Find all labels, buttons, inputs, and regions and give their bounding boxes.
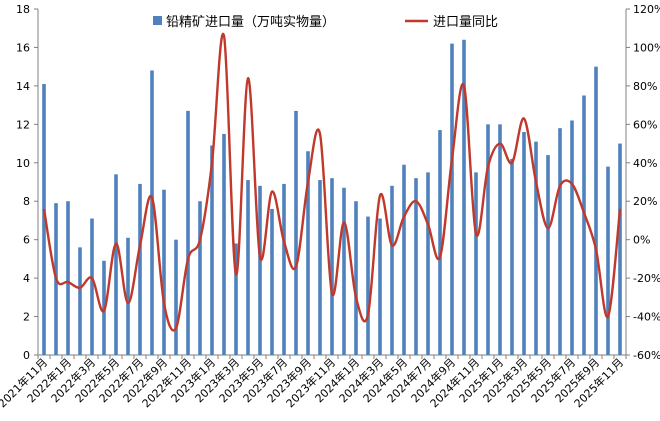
left-tick-label: 12 bbox=[16, 118, 30, 131]
bar bbox=[498, 124, 502, 355]
bar bbox=[594, 66, 598, 356]
left-tick-label: 4 bbox=[23, 272, 30, 285]
bar bbox=[42, 83, 46, 355]
bar bbox=[162, 189, 166, 355]
legend-line-label: 进口量同比 bbox=[433, 15, 498, 30]
bar bbox=[438, 130, 442, 355]
bar bbox=[126, 237, 130, 355]
bar bbox=[378, 218, 382, 355]
bar bbox=[486, 124, 490, 355]
bar bbox=[414, 178, 418, 355]
bar bbox=[270, 208, 274, 355]
bar bbox=[402, 164, 406, 355]
left-tick-label: 10 bbox=[16, 157, 30, 170]
right-tick-label: 0% bbox=[633, 234, 650, 247]
right-tick-label: -20% bbox=[633, 272, 660, 285]
bar bbox=[210, 145, 214, 355]
bar bbox=[546, 155, 550, 355]
bar bbox=[522, 132, 526, 355]
line-layer bbox=[42, 32, 622, 332]
left-tick-label: 2 bbox=[23, 311, 30, 324]
bar bbox=[258, 185, 262, 355]
bar bbox=[606, 166, 610, 355]
bar bbox=[366, 216, 370, 355]
bar bbox=[318, 180, 322, 355]
bar bbox=[66, 201, 70, 355]
bar bbox=[174, 239, 178, 355]
right-tick-label: 20% bbox=[633, 195, 657, 208]
left-tick-label: 14 bbox=[16, 80, 30, 93]
bar bbox=[114, 174, 118, 355]
left-tick-label: 0 bbox=[23, 349, 30, 362]
bar bbox=[342, 187, 346, 355]
bar bbox=[306, 151, 310, 355]
right-tick-label: -60% bbox=[633, 349, 660, 362]
legend: 铅精矿进口量（万吨实物量） 进口量同比 bbox=[153, 15, 498, 30]
bar bbox=[558, 128, 562, 355]
bar bbox=[234, 243, 238, 355]
bar bbox=[570, 120, 574, 355]
bar bbox=[222, 133, 226, 355]
bar bbox=[450, 43, 454, 355]
bar bbox=[510, 158, 514, 355]
right-tick-label: 60% bbox=[633, 118, 657, 131]
bar bbox=[390, 185, 394, 355]
bar bbox=[618, 143, 622, 355]
yoy-line bbox=[42, 32, 622, 332]
bar bbox=[198, 201, 202, 355]
bar bbox=[294, 110, 298, 355]
legend-bar-label: 铅精矿进口量（万吨实物量） bbox=[166, 15, 335, 30]
left-tick-label: 8 bbox=[23, 195, 30, 208]
bar bbox=[90, 218, 94, 355]
bar bbox=[354, 201, 358, 355]
right-tick-label: -40% bbox=[633, 311, 660, 324]
right-tick-label: 80% bbox=[633, 80, 657, 93]
bar bbox=[426, 172, 430, 355]
bar bbox=[474, 172, 478, 355]
bar bbox=[330, 178, 334, 355]
right-tick-label: 40% bbox=[633, 157, 657, 170]
left-tick-label: 16 bbox=[16, 41, 30, 54]
bar bbox=[582, 95, 586, 355]
bar bbox=[534, 141, 538, 355]
bar bbox=[246, 180, 250, 355]
bar bbox=[78, 247, 82, 355]
bars-layer bbox=[42, 39, 622, 356]
bar bbox=[138, 183, 142, 355]
legend-bar-swatch bbox=[153, 16, 162, 25]
left-tick-label: 18 bbox=[16, 3, 30, 16]
bar bbox=[462, 39, 466, 355]
right-tick-label: 100% bbox=[633, 41, 660, 54]
right-tick-label: 120% bbox=[633, 3, 660, 16]
left-tick-label: 6 bbox=[23, 234, 30, 247]
bar bbox=[282, 183, 286, 355]
bar bbox=[186, 110, 190, 355]
bar bbox=[150, 70, 154, 355]
